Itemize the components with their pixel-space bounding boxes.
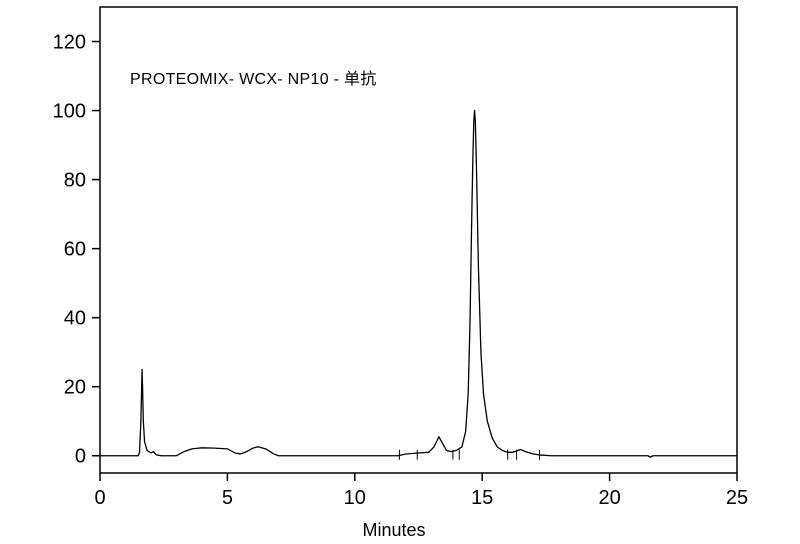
x-tick-label: 5 <box>222 487 233 509</box>
y-tick-label: 80 <box>64 170 86 192</box>
x-tick-label: 25 <box>726 487 748 509</box>
chart-annotation: PROTEOMIX- WCX- NP10 - 单抗 <box>130 70 377 88</box>
plot-frame <box>99 6 738 474</box>
y-tick-label: 20 <box>64 377 86 399</box>
x-tick-label: 15 <box>471 487 493 509</box>
x-tick-label: 10 <box>344 487 366 509</box>
x-tick-label: 0 <box>94 487 105 509</box>
y-tick-label: 100 <box>53 101 86 123</box>
y-tick-label: 60 <box>64 239 86 261</box>
x-axis: 0 5 10 15 20 25 <box>94 473 748 509</box>
chromatogram-trace <box>100 109 737 458</box>
x-axis-label: Minutes <box>362 520 425 540</box>
y-tick-label: 120 <box>53 32 86 54</box>
x-tick-label: 20 <box>598 487 620 509</box>
integration-marks <box>398 449 541 460</box>
y-axis: 0 20 40 60 80 100 120 <box>53 32 100 468</box>
y-tick-label: 40 <box>64 308 86 330</box>
y-tick-label: 0 <box>75 446 86 468</box>
